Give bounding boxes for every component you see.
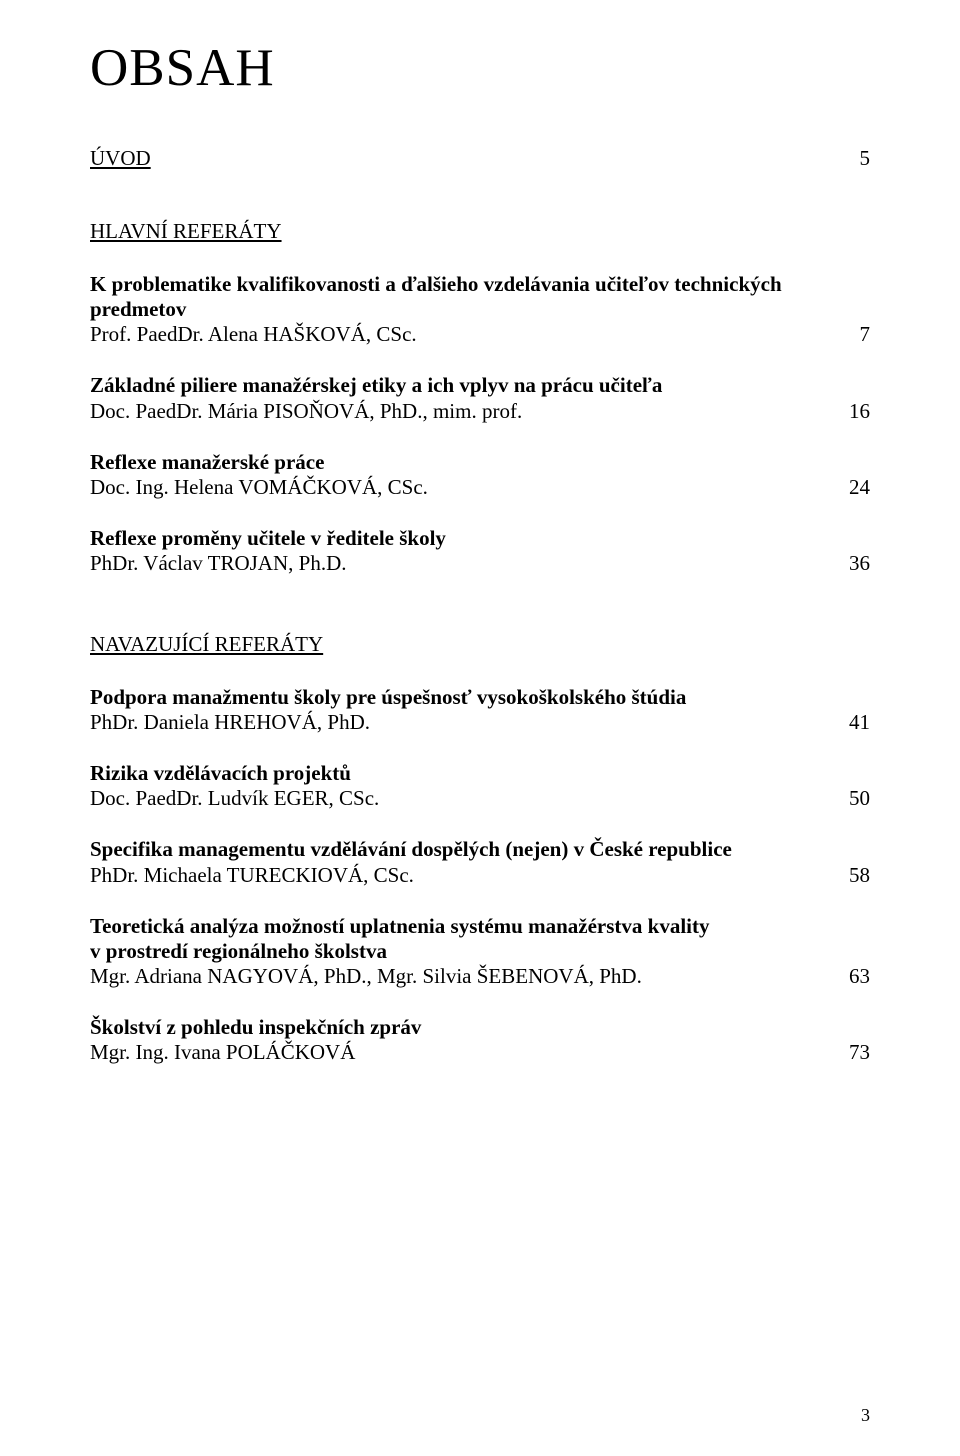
entry-page: 73 <box>849 1040 870 1065</box>
toc-entry: Reflexe proměny učitele v ředitele školy… <box>90 526 870 576</box>
entry-title: Teoretická analýza možností uplatnenia s… <box>90 914 870 939</box>
entry-title: K problematike kvalifikovanosti a ďalšie… <box>90 272 870 297</box>
entry-author: PhDr. Daniela HREHOVÁ, PhD. <box>90 710 370 735</box>
entry-page: 41 <box>849 710 870 735</box>
toc-entry: Základné piliere manažérskej etiky a ich… <box>90 373 870 423</box>
toc-entry: Specifika managementu vzdělávání dospělý… <box>90 837 870 887</box>
entry-title: Specifika managementu vzdělávání dospělý… <box>90 837 870 862</box>
toc-entry: Školství z pohledu inspekčních zprávMgr.… <box>90 1015 870 1065</box>
entry-title: Reflexe proměny učitele v ředitele školy <box>90 526 870 551</box>
entry-page: 16 <box>849 399 870 424</box>
entry-page: 58 <box>849 863 870 888</box>
toc-entry: Rizika vzdělávacích projektůDoc. PaedDr.… <box>90 761 870 811</box>
entry-author-row: PhDr. Václav TROJAN, Ph.D. 36 <box>90 551 870 576</box>
entry-page: 36 <box>849 551 870 576</box>
entry-page: 7 <box>860 322 871 347</box>
entry-author: Doc. PaedDr. Mária PISOŇOVÁ, PhD., mim. … <box>90 399 522 424</box>
entry-author-row: Doc. Ing. Helena VOMÁČKOVÁ, CSc. 24 <box>90 475 870 500</box>
entry-author: Doc. Ing. Helena VOMÁČKOVÁ, CSc. <box>90 475 428 500</box>
entry-author-row: PhDr. Michaela TURECKIOVÁ, CSc. 58 <box>90 863 870 888</box>
entry-author: Doc. PaedDr. Ludvík EGER, CSc. <box>90 786 379 811</box>
entry-title: Školství z pohledu inspekčních zpráv <box>90 1015 870 1040</box>
entry-author-row: Prof. PaedDr. Alena HAŠKOVÁ, CSc. 7 <box>90 322 870 347</box>
entry-author: Mgr. Adriana NAGYOVÁ, PhD., Mgr. Silvia … <box>90 964 642 989</box>
entry-author-row: PhDr. Daniela HREHOVÁ, PhD. 41 <box>90 710 870 735</box>
entry-title: Základné piliere manažérskej etiky a ich… <box>90 373 870 398</box>
entry-author: Prof. PaedDr. Alena HAŠKOVÁ, CSc. <box>90 322 417 347</box>
toc-entry: Teoretická analýza možností uplatnenia s… <box>90 914 870 989</box>
entry-page: 50 <box>849 786 870 811</box>
section-hlavni-referaty: HLAVNÍ REFERÁTY <box>90 219 870 244</box>
main-entries-list: K problematike kvalifikovanosti a ďalšie… <box>90 272 870 576</box>
entry-title: v prostredí regionálneho školstva <box>90 939 870 964</box>
toc-entry: Podpora manažmentu školy pre úspešnosť v… <box>90 685 870 735</box>
entry-title: Podpora manažmentu školy pre úspešnosť v… <box>90 685 870 710</box>
entry-title: Reflexe manažerské práce <box>90 450 870 475</box>
uvod-page: 5 <box>860 146 871 171</box>
toc-entry: K problematike kvalifikovanosti a ďalšie… <box>90 272 870 347</box>
entry-page: 63 <box>849 964 870 989</box>
document-title: OBSAH <box>90 38 870 98</box>
nav-entries-list: Podpora manažmentu školy pre úspešnosť v… <box>90 685 870 1065</box>
footer-page-number: 3 <box>861 1405 870 1426</box>
entry-author-row: Mgr. Adriana NAGYOVÁ, PhD., Mgr. Silvia … <box>90 964 870 989</box>
entry-author: Mgr. Ing. Ivana POLÁČKOVÁ <box>90 1040 355 1065</box>
entry-page: 24 <box>849 475 870 500</box>
uvod-row: ÚVOD 5 <box>90 136 870 177</box>
entry-author-row: Doc. PaedDr. Mária PISOŇOVÁ, PhD., mim. … <box>90 399 870 424</box>
toc-entry: Reflexe manažerské práceDoc. Ing. Helena… <box>90 450 870 500</box>
entry-author: PhDr. Michaela TURECKIOVÁ, CSc. <box>90 863 414 888</box>
entry-author-row: Doc. PaedDr. Ludvík EGER, CSc. 50 <box>90 786 870 811</box>
section-uvod: ÚVOD <box>90 146 151 171</box>
section-navazujici-referaty: NAVAZUJÍCÍ REFERÁTY <box>90 632 870 657</box>
entry-title: predmetov <box>90 297 870 322</box>
entry-author: PhDr. Václav TROJAN, Ph.D. <box>90 551 346 576</box>
entry-author-row: Mgr. Ing. Ivana POLÁČKOVÁ 73 <box>90 1040 870 1065</box>
entry-title: Rizika vzdělávacích projektů <box>90 761 870 786</box>
